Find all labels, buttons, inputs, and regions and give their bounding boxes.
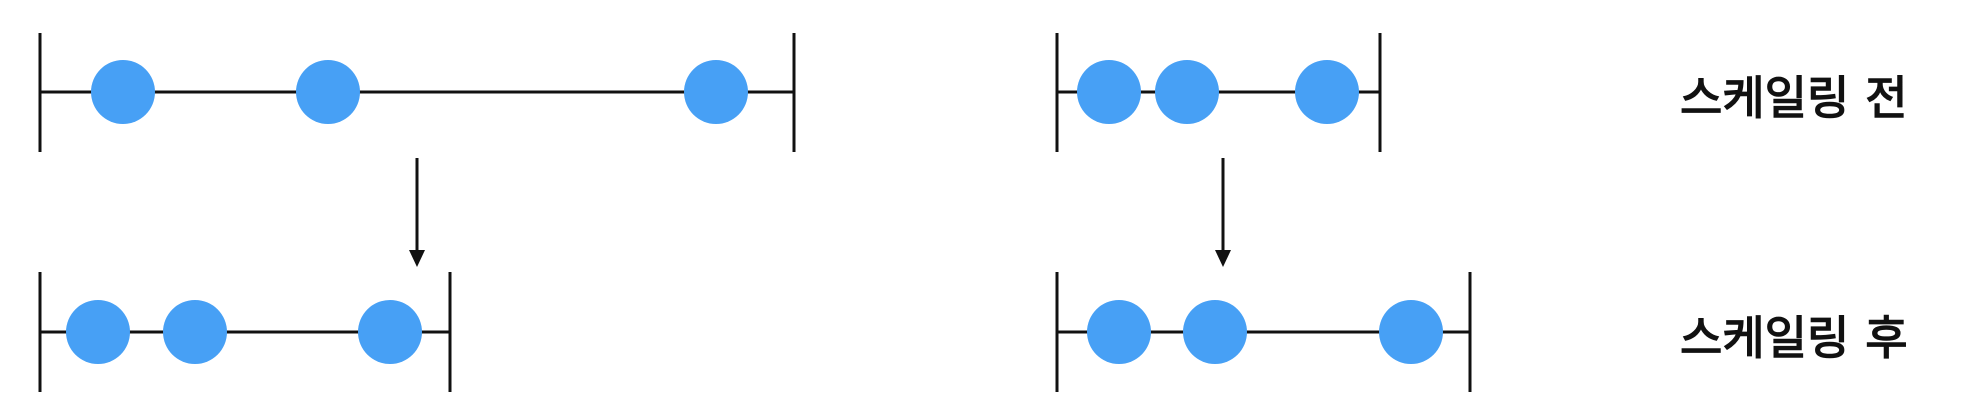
data-point bbox=[1087, 300, 1151, 364]
data-point bbox=[1077, 60, 1141, 124]
panel-right-after bbox=[1055, 272, 1472, 392]
data-point bbox=[1295, 60, 1359, 124]
label-after-scaling: 스케일링 후 bbox=[1680, 311, 1908, 365]
data-point bbox=[358, 300, 422, 364]
data-point bbox=[66, 300, 130, 364]
data-point bbox=[296, 60, 360, 124]
data-point bbox=[1379, 300, 1443, 364]
data-point bbox=[1183, 300, 1247, 364]
panel-right-before bbox=[1055, 33, 1382, 152]
arrow-right bbox=[1215, 158, 1231, 267]
panel-left-before bbox=[38, 33, 796, 152]
data-point bbox=[684, 60, 748, 124]
arrow-head-icon bbox=[409, 250, 425, 267]
label-before-scaling: 스케일링 전 bbox=[1680, 71, 1908, 125]
panel-left-after bbox=[38, 272, 452, 392]
data-point bbox=[1155, 60, 1219, 124]
data-point bbox=[163, 300, 227, 364]
arrow-head-icon bbox=[1215, 250, 1231, 267]
arrow-left bbox=[409, 158, 425, 267]
data-point bbox=[91, 60, 155, 124]
